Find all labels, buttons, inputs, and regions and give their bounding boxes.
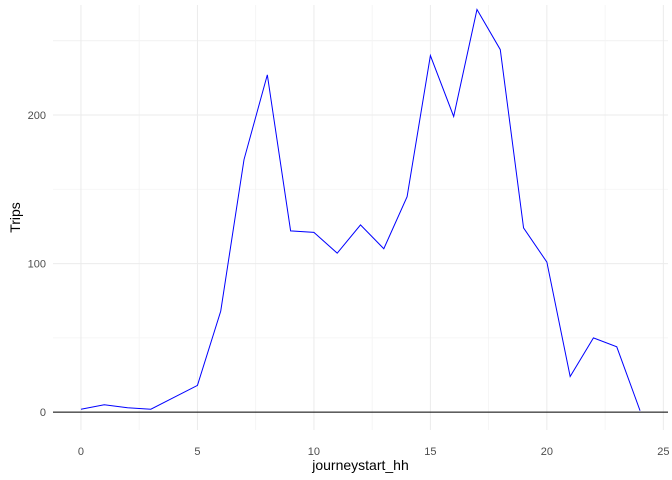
x-axis-title: journeystart_hh: [311, 457, 409, 473]
major-gridlines: [53, 5, 668, 430]
minor-gridlines: [53, 5, 668, 430]
x-tick-label: 15: [424, 446, 436, 458]
x-tick-label: 25: [657, 446, 669, 458]
y-tick-labels: 0 100 200: [28, 110, 46, 419]
series-line: [80, 8, 641, 411]
y-tick-label: 0: [40, 407, 46, 419]
y-axis-title: Trips: [7, 202, 23, 233]
x-tick-label: 0: [78, 446, 84, 458]
y-tick-label: 100: [28, 259, 46, 271]
y-tick-label: 200: [28, 110, 46, 122]
x-tick-labels: 0 5 10 15 20 25: [78, 446, 670, 458]
x-tick-label: 20: [541, 446, 553, 458]
x-tick-label: 5: [194, 446, 200, 458]
x-tick-label: 10: [308, 446, 320, 458]
